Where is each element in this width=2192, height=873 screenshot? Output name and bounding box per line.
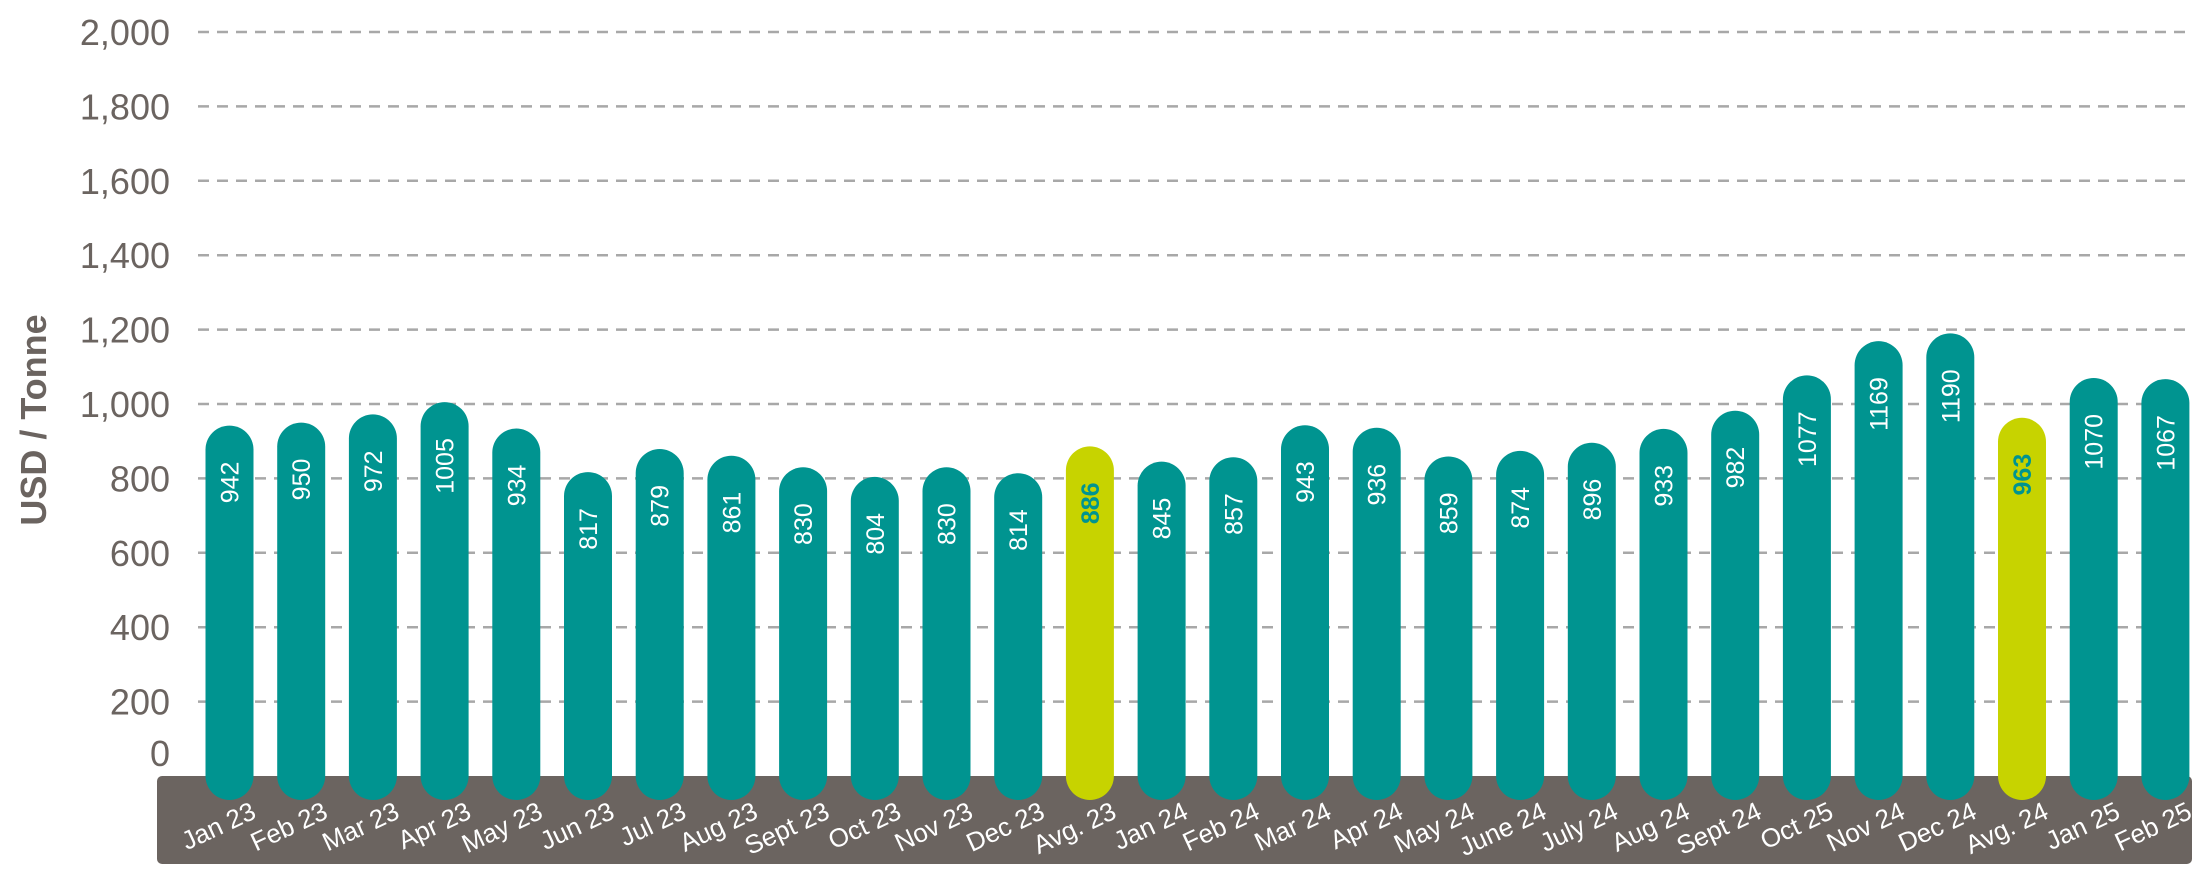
bar bbox=[564, 472, 612, 800]
value-label: 950 bbox=[288, 459, 316, 501]
bar bbox=[1639, 428, 1688, 800]
bar bbox=[1567, 442, 1616, 800]
value-label: 1067 bbox=[2152, 415, 2180, 471]
value-label: 896 bbox=[1579, 479, 1607, 521]
y-tick-label: 2,000 bbox=[80, 12, 170, 53]
value-label: 861 bbox=[718, 492, 746, 534]
y-tick-label: 1,400 bbox=[80, 235, 170, 276]
y-tick-label: 1,800 bbox=[80, 86, 170, 127]
y-tick-label: 400 bbox=[110, 607, 170, 648]
value-label: 982 bbox=[1722, 447, 1750, 489]
bar bbox=[277, 422, 326, 800]
value-label: 886 bbox=[1077, 482, 1105, 524]
y-tick-label: 0 bbox=[150, 733, 170, 774]
value-label: 943 bbox=[1292, 461, 1320, 503]
average-bar bbox=[1065, 446, 1114, 800]
value-label: 830 bbox=[790, 503, 818, 545]
value-label: 1070 bbox=[2081, 414, 2109, 470]
bar bbox=[1854, 341, 1903, 800]
value-label: 859 bbox=[1435, 492, 1463, 534]
value-label: 814 bbox=[1005, 509, 1033, 551]
y-tick-label: 600 bbox=[110, 533, 170, 574]
bar bbox=[492, 428, 541, 800]
y-tick-label: 800 bbox=[110, 458, 170, 499]
bar bbox=[348, 414, 397, 800]
bar bbox=[1711, 410, 1760, 800]
bar bbox=[205, 425, 254, 800]
bar bbox=[850, 476, 899, 800]
bars bbox=[205, 333, 2190, 800]
value-label: 1190 bbox=[1937, 369, 1965, 423]
bar bbox=[1496, 450, 1545, 800]
y-axis-ticks: 0 200 400 600 800 1,000 1,200 1,400 1,600 1,800 2,… bbox=[80, 12, 170, 774]
value-label: 934 bbox=[503, 464, 531, 506]
value-label: 1005 bbox=[432, 438, 460, 494]
bar bbox=[1137, 461, 1186, 800]
bar bbox=[1281, 425, 1329, 800]
y-tick-label: 200 bbox=[110, 682, 170, 723]
bar bbox=[635, 449, 684, 800]
bar bbox=[1926, 333, 1975, 800]
bar bbox=[1209, 457, 1258, 800]
bar bbox=[1424, 456, 1473, 800]
y-tick-label: 1,600 bbox=[80, 161, 170, 202]
bar bbox=[2069, 377, 2118, 800]
y-axis-label: USD / Tonne bbox=[13, 314, 54, 525]
bar bbox=[2141, 379, 2190, 800]
value-label: 879 bbox=[647, 485, 675, 527]
bar bbox=[922, 467, 971, 800]
bar bbox=[420, 402, 469, 800]
value-label: 874 bbox=[1507, 487, 1535, 529]
value-label: 972 bbox=[360, 450, 388, 492]
value-label: 1077 bbox=[1794, 411, 1822, 467]
value-label: 817 bbox=[575, 508, 603, 550]
value-label: 933 bbox=[1651, 465, 1679, 507]
y-tick-label: 1,200 bbox=[80, 310, 170, 351]
bar bbox=[994, 473, 1043, 800]
average-bar bbox=[1998, 417, 2046, 800]
bar bbox=[707, 455, 756, 800]
value-label: 804 bbox=[862, 513, 890, 555]
bar bbox=[1352, 427, 1401, 800]
value-label: 942 bbox=[217, 462, 245, 504]
value-label: 857 bbox=[1220, 493, 1248, 535]
y-tick-label: 1,000 bbox=[80, 384, 170, 425]
value-label: 845 bbox=[1149, 498, 1177, 540]
value-label: 830 bbox=[934, 503, 962, 545]
value-labels: 942 950 972 1005 934 817 879 861 830 804 830 814 886… bbox=[217, 369, 2181, 554]
value-label: 963 bbox=[2009, 454, 2037, 496]
bar bbox=[779, 467, 828, 800]
value-label: 936 bbox=[1364, 464, 1392, 506]
value-label: 1169 bbox=[1866, 377, 1894, 431]
bar bbox=[1782, 375, 1831, 800]
